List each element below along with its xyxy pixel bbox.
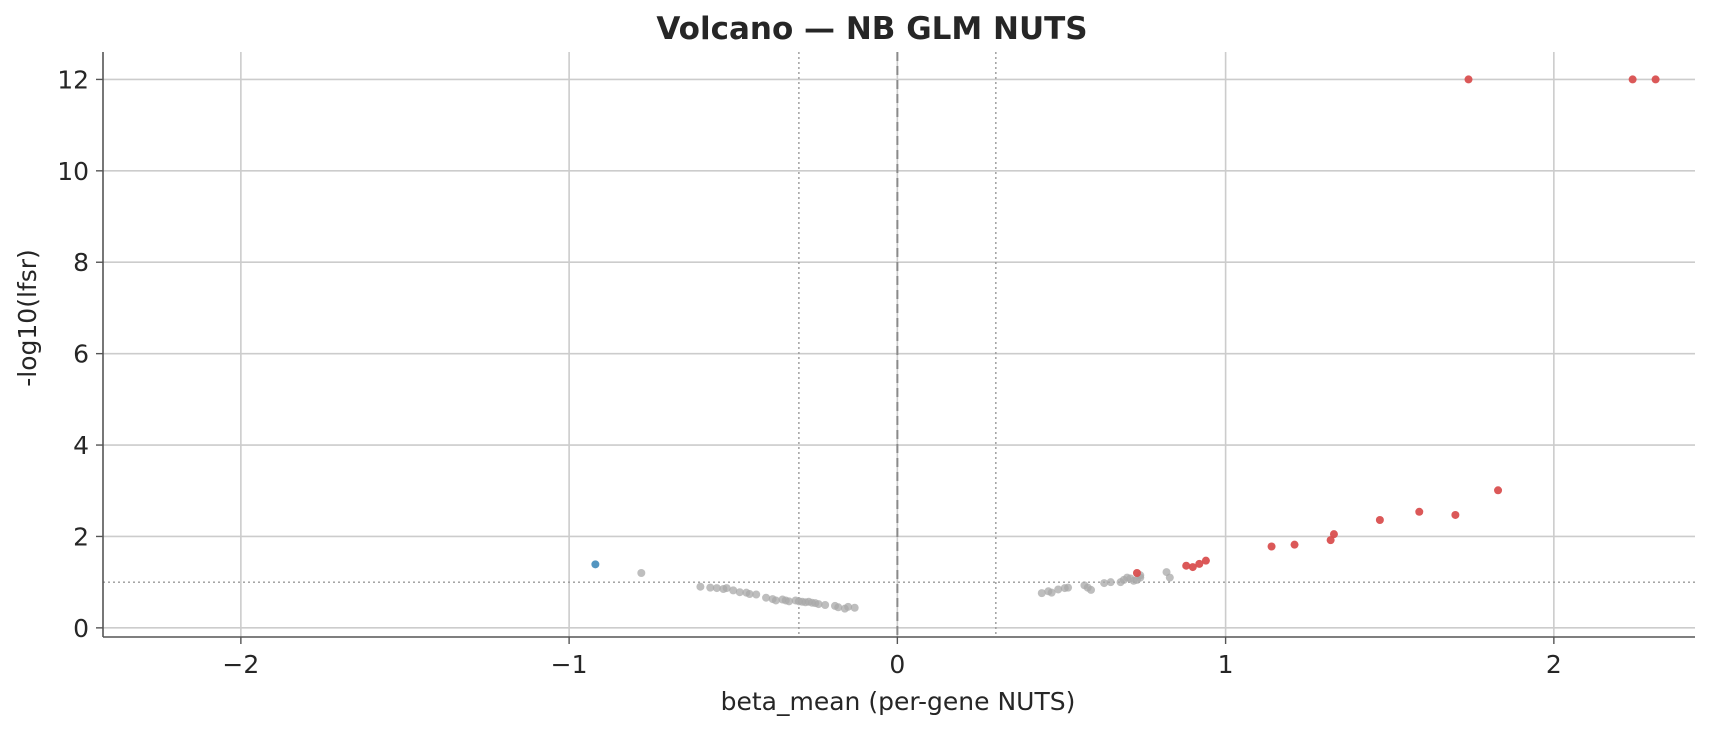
data-point-ns	[1054, 585, 1063, 594]
y-tick-label: 8	[73, 248, 89, 277]
grid-lines	[103, 52, 1695, 637]
data-point-ns	[1106, 578, 1115, 587]
data-point-ns	[735, 588, 744, 597]
y-tick-label: 12	[57, 65, 89, 94]
data-point-up	[1326, 536, 1335, 545]
data-point-ns	[1047, 588, 1056, 597]
data-point-ns	[821, 601, 830, 610]
data-point-ns	[844, 602, 853, 611]
y-tick-label: 0	[73, 614, 89, 643]
x-tick-label: 1	[1218, 650, 1234, 679]
data-point-ns	[785, 597, 794, 606]
y-tick-label: 2	[73, 522, 89, 551]
data-point-ns	[771, 596, 780, 605]
data-point-down	[591, 560, 600, 569]
reference-lines	[103, 52, 1695, 637]
data-point-up	[1651, 75, 1660, 84]
data-point-up	[1132, 569, 1141, 578]
data-point-ns	[712, 584, 721, 593]
data-point-up	[1451, 510, 1460, 519]
data-point-ns	[637, 569, 646, 578]
data-point-ns	[762, 593, 771, 602]
y-tick-labels: 0 2 4 6 8 10 12	[57, 65, 89, 642]
x-tick-label: −2	[222, 650, 259, 679]
data-point-up	[1375, 516, 1384, 524]
data-point-up	[1267, 542, 1276, 551]
data-point-ns	[834, 603, 843, 612]
chart-title: Volcano — NB GLM NUTS	[656, 11, 1087, 47]
data-point-ns	[706, 583, 715, 592]
data-point-ns	[1087, 585, 1096, 594]
axes	[96, 52, 1695, 644]
data-point-up	[1290, 540, 1299, 549]
data-point-ns	[1037, 589, 1046, 598]
x-axis-label: beta_mean (per-gene NUTS)	[721, 687, 1076, 716]
data-point-ns	[745, 590, 754, 599]
data-point-ns	[696, 582, 705, 591]
data-point-up	[1182, 561, 1191, 570]
data-point-ns	[722, 584, 731, 593]
y-tick-label: 6	[73, 340, 89, 369]
y-axis-label: -log10(lfsr)	[13, 249, 42, 387]
data-point-up	[1329, 530, 1338, 539]
data-point-up	[1494, 486, 1503, 495]
data-point-up	[1188, 563, 1197, 572]
data-point-ns	[1064, 583, 1073, 592]
data-point-up	[1195, 559, 1204, 568]
y-tick-label: 10	[57, 157, 89, 186]
x-tick-label: 0	[889, 650, 905, 679]
data-point-ns	[1100, 579, 1109, 588]
data-point-ns	[1165, 573, 1174, 582]
data-point-ns	[850, 603, 859, 612]
x-tick-labels: −2 −1 0 1 2	[222, 650, 1561, 679]
data-point-up	[1628, 75, 1637, 84]
data-point-up	[1415, 507, 1424, 516]
data-points	[591, 75, 1660, 613]
x-tick-label: −1	[551, 650, 588, 679]
data-point-ns	[814, 600, 823, 609]
data-point-ns	[752, 590, 761, 599]
y-tick-label: 4	[73, 431, 89, 460]
data-point-up	[1201, 556, 1210, 565]
data-point-up	[1464, 75, 1473, 84]
data-point-ns	[729, 586, 738, 595]
x-tick-label: 2	[1546, 650, 1562, 679]
